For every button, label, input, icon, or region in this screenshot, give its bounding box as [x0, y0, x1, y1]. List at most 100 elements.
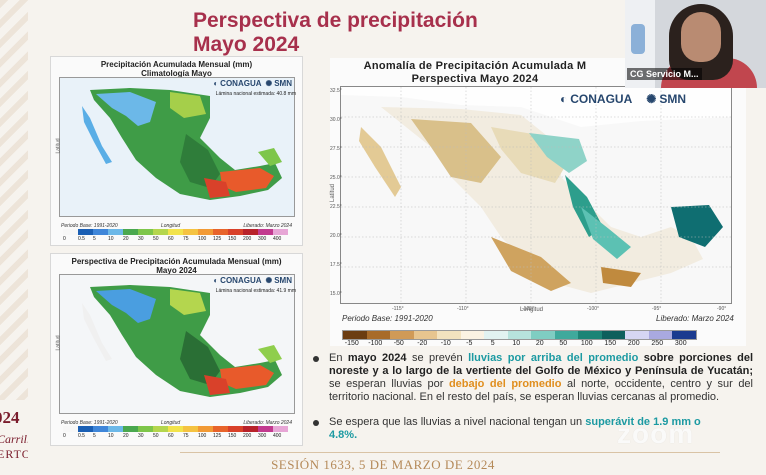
scale-label: 30: [138, 433, 144, 439]
conagua-label: CONAGUA: [570, 92, 633, 106]
smn-label: SMN: [274, 276, 292, 285]
conagua-logo: ◐ CONAGUA: [213, 276, 261, 285]
scale-cell: [78, 229, 93, 235]
scale-cell: [554, 331, 578, 339]
anomaly-liberado: Liberado: Marzo 2024: [656, 314, 734, 323]
scale-cell: [213, 229, 228, 235]
anomaly-map-panel: Anomalía de Precipitación Acumulada M Pe…: [330, 58, 746, 347]
scale-cell: [93, 229, 108, 235]
scale-label: 300: [258, 433, 267, 439]
y-tick-label: 27.5°: [330, 146, 342, 152]
scale-label: 5: [93, 236, 96, 242]
scale-label: -5: [466, 340, 473, 347]
smn-logo: ✺ SMN: [646, 92, 686, 106]
climatology-map-panel: Precipitación Acumulada Mensual (mm) Cli…: [50, 56, 303, 246]
x-tick-label: -90°: [717, 306, 727, 312]
scale-label: 150: [228, 433, 237, 439]
scale-label: 75: [183, 433, 189, 439]
scale-cell: [437, 331, 461, 339]
slide-title: Perspectiva de precipitación Mayo 2024: [193, 9, 613, 57]
bullet-1-month: mayo 2024: [347, 352, 407, 364]
anomaly-scale-labels: -150 -100 -50 -20 -10 -5 5 10 20 50 100 150 200 250 30…: [340, 340, 693, 347]
climatology-map-frame: [59, 77, 295, 217]
anomaly-logos: ◐ CONAGUA ✺ SMN: [560, 92, 686, 106]
anomaly-xlabel: Longitud: [520, 307, 544, 313]
forecast-liberado: Liberado: Marzo 2024: [243, 420, 292, 426]
scale-label: 50: [559, 340, 568, 347]
smn-logo: ✺ SMN: [266, 276, 292, 285]
scale-label: 10: [512, 340, 521, 347]
scale-label: -50: [393, 340, 404, 347]
scale-label: 200: [243, 236, 252, 242]
forecast-color-scale: [63, 426, 288, 432]
smn-label: SMN: [659, 92, 686, 106]
participant-name-label: CG Servicio M...: [627, 68, 702, 80]
x-tick-label: -110°: [457, 306, 469, 312]
y-tick-label: 30.0°: [330, 117, 342, 123]
forecast-scale-labels: 0 0.5 5 10 20 30 50 60 75 100 125 150 200 300 400: [63, 433, 288, 439]
climatology-color-scale: [63, 229, 288, 235]
participant-video-tile[interactable]: CG Servicio M...: [625, 0, 766, 88]
scale-label: 60: [168, 433, 174, 439]
x-tick-label: -95°: [652, 306, 662, 312]
bullet-2-part-1: Se espera que las lluvias a nivel nacion…: [329, 416, 586, 428]
scale-label: 20: [123, 236, 129, 242]
x-tick-label: -100°: [587, 306, 600, 312]
anomaly-color-scale: [342, 330, 697, 340]
scale-label: 20: [535, 340, 544, 347]
session-footer: SESIÓN 1633, 5 DE MARZO DE 2024: [271, 457, 495, 472]
scale-cell: [343, 331, 367, 339]
forecast-lamina: Lámina nacional estimada: 41.9 mm: [215, 288, 296, 294]
scale-label: 50: [153, 433, 159, 439]
conagua-label: CONAGUA: [220, 276, 262, 285]
scale-label: 100: [198, 433, 207, 439]
y-tick-label: 22.5°: [330, 204, 342, 210]
scale-cell: [183, 426, 198, 432]
forecast-ylabel: Latitud: [55, 335, 62, 351]
scale-label: 10: [108, 433, 114, 439]
climatology-liberado: Liberado: Marzo 2024: [243, 223, 292, 229]
conagua-logo: ◐ CONAGUA: [213, 79, 261, 88]
scale-cell: [258, 426, 273, 432]
summary-bullets: En mayo 2024 se prevén lluvias por arrib…: [313, 352, 753, 442]
scale-cell: [366, 331, 390, 339]
bullet-item-2: Se espera que las lluvias a nivel nacion…: [313, 416, 753, 442]
bullet-2-surplus: superávit de 1.9 mm o: [585, 416, 701, 428]
bullet-item-1: En mayo 2024 se prevén lluvias por arrib…: [313, 352, 753, 404]
bullet-2-percent: 4.8%.: [329, 429, 358, 441]
scale-cell: [108, 229, 123, 235]
scale-label: 60: [168, 236, 174, 242]
bullet-text-2: Se espera que las lluvias a nivel nacion…: [329, 416, 701, 442]
bullet-dot: [313, 356, 319, 362]
forecast-map-image: [60, 275, 294, 413]
scale-cell: [243, 426, 258, 432]
bullet-1-below: debajo del promedio: [448, 378, 562, 390]
forecast-title-1: Perspectiva de Precipitación Acumulada M…: [71, 257, 282, 266]
scale-label: 400: [273, 236, 282, 242]
bullet-1-part-3: se esperan lluvias por: [329, 378, 449, 390]
scale-label: 20: [123, 433, 129, 439]
climatology-title-2: Climatología Mayo: [141, 69, 212, 78]
slide-title-line-1: Perspectiva de precipitación: [193, 9, 478, 32]
scale-cell: [578, 331, 602, 339]
scale-cell: [243, 229, 258, 235]
scale-label: 0.5: [78, 433, 85, 439]
forecast-map-frame: [59, 274, 295, 414]
scale-label: 10: [108, 236, 114, 242]
scale-label: -150: [344, 340, 359, 347]
scale-label: 5: [490, 340, 495, 347]
scale-label: 0: [63, 236, 66, 242]
scale-label: 30: [138, 236, 144, 242]
scale-label: 50: [153, 236, 159, 242]
scale-cell: [123, 229, 138, 235]
forecast-logos: ◐ CONAGUA ✺ SMN: [213, 276, 292, 285]
anomaly-periodo: Periodo Base: 1991-2020: [342, 314, 433, 323]
scale-cell: [531, 331, 555, 339]
conagua-icon: ◐: [560, 92, 568, 106]
smn-logo: ✺ SMN: [266, 79, 292, 88]
anomaly-map-frame: [340, 86, 732, 304]
scale-label: 75: [183, 236, 189, 242]
scale-cell: [484, 331, 508, 339]
forecast-xlabel: Longitud: [161, 420, 181, 426]
climatology-ylabel: Latitud: [55, 138, 62, 154]
